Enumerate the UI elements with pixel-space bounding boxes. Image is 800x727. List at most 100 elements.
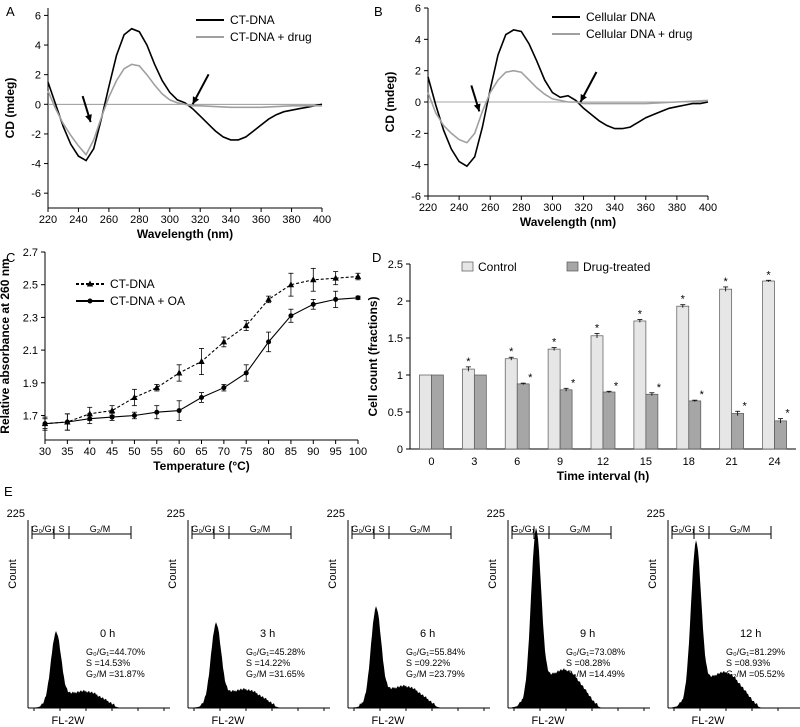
arrow-head — [85, 114, 92, 123]
gate-label-s: S — [378, 524, 384, 534]
x-tick-label: 90 — [307, 446, 319, 458]
series-line-1 — [427, 69, 709, 144]
gate-label-g2m: G₂/M — [410, 524, 431, 534]
x-tick-label: 360 — [252, 214, 270, 226]
panel-d-cell-count-bars: 0 0.5 1 1.5 2 2.5 0 3 * 6 * * 9 * * 12 * * 15 * * 18 * * 21 * * 24 *… — [366, 259, 796, 483]
legend-swatch — [461, 261, 474, 272]
significance-star: * — [724, 276, 729, 288]
panel-letter-b: B — [374, 4, 383, 19]
x-tick-label: 45 — [106, 446, 118, 458]
hist-x-label: FL-2W — [372, 715, 406, 727]
x-tick-label: 220 — [39, 214, 57, 226]
legend-swatch — [566, 261, 579, 272]
hist-time-label: 0 h — [100, 628, 115, 640]
x-tick-label: 340 — [221, 214, 239, 226]
gate-label-g2m: G₂/M — [90, 524, 111, 534]
significance-star: * — [528, 372, 533, 384]
gate-label-g2m: G₂/M — [570, 524, 591, 534]
data-point-circle — [221, 385, 227, 391]
x-tick-label: 380 — [668, 202, 686, 214]
bar-control — [719, 288, 733, 450]
data-point-circle — [310, 301, 316, 307]
y-axis-title: CD (mdeg) — [383, 72, 397, 133]
bar-drug — [559, 389, 573, 450]
x-tick-label: 15 — [640, 456, 652, 468]
hist-stat-g0g1: G₀/G₁=55.84% — [406, 647, 465, 657]
x-axis-title: Wavelength (nm) — [520, 215, 616, 229]
hist-ymax-label: 225 — [167, 508, 185, 520]
hist-count-label: Count — [327, 559, 339, 588]
data-point-circle — [176, 408, 182, 414]
x-tick-label: 6 — [514, 456, 520, 468]
hist-stat-g2m: G₂/M =23.79% — [406, 669, 465, 679]
hist-ymax-label: 225 — [7, 508, 25, 520]
data-point-triangle — [131, 393, 138, 400]
y-tick-label: 4 — [415, 34, 421, 46]
y-tick-label: 1.9 — [23, 378, 38, 390]
series-line-0 — [47, 27, 323, 162]
data-point-triangle — [198, 358, 205, 365]
panel-letter-e: E — [4, 484, 13, 499]
y-tick-label: 2.7 — [23, 247, 38, 259]
x-tick-label: 40 — [84, 446, 96, 458]
x-tick-label: 300 — [543, 202, 561, 214]
hist-stat-s: S =08.93% — [726, 658, 770, 668]
hist-ymax-label: 225 — [327, 508, 345, 520]
x-tick-label: 80 — [262, 446, 274, 458]
x-tick-label: 21 — [726, 456, 738, 468]
y-tick-label: 2.5 — [388, 259, 403, 271]
hist-stat-g2m: G₂/M =05.52% — [726, 669, 785, 679]
data-point-triangle — [287, 281, 295, 288]
data-point-circle — [42, 421, 48, 427]
y-tick-label: -4 — [31, 159, 41, 171]
x-tick-label: 35 — [61, 446, 73, 458]
y-tick-label: 1.7 — [23, 410, 38, 422]
hist-ymax-label: 225 — [487, 508, 505, 520]
bar-control — [419, 374, 432, 450]
bar-drug — [602, 391, 616, 450]
hist-stat-s: S =09.22% — [406, 658, 450, 668]
x-tick-label: 400 — [313, 214, 331, 226]
significance-star: * — [466, 356, 471, 368]
bar-drug — [431, 374, 444, 450]
significance-star: * — [681, 294, 686, 306]
y-tick-label: 2 — [415, 66, 421, 78]
x-tick-label: 320 — [574, 202, 592, 214]
x-tick-label: 280 — [512, 202, 530, 214]
hist-stat-g0g1: G₀/G₁=44.70% — [86, 647, 145, 657]
series-line-1 — [47, 63, 322, 157]
bar-control — [633, 320, 647, 450]
legend-label: Cellular DNA + drug — [586, 27, 692, 41]
data-point-circle — [64, 419, 70, 425]
bar-drug — [516, 383, 530, 450]
x-tick-label: 0 — [428, 456, 434, 468]
y-tick-label: -2 — [411, 128, 421, 140]
y-axis-title: Cell count (fractions) — [366, 296, 380, 416]
gate-label-s: S — [218, 524, 224, 534]
y-tick-label: 0 — [35, 99, 41, 111]
hist-stat-g2m: G₂/M =31.65% — [246, 669, 305, 679]
data-point-circle — [243, 370, 249, 376]
histogram-area — [192, 622, 322, 708]
legend-marker — [86, 280, 94, 287]
x-tick-label: 60 — [173, 446, 185, 458]
hist-x-label: FL-2W — [52, 715, 86, 727]
legend-label: CT-DNA — [110, 277, 155, 291]
hist-x-label: FL-2W — [212, 715, 246, 727]
y-tick-label: 2.3 — [23, 312, 38, 324]
bar-control — [461, 368, 475, 450]
legend-label: Control — [478, 260, 517, 274]
x-tick-label: 220 — [419, 202, 437, 214]
hist-stat-s: S =14.53% — [86, 658, 130, 668]
significance-star: * — [700, 389, 705, 401]
data-point-circle — [199, 394, 204, 400]
y-tick-label: 6 — [415, 3, 421, 15]
significance-star: * — [509, 346, 514, 358]
y-tick-label: 2 — [397, 296, 403, 308]
significance-star: * — [571, 377, 576, 389]
x-tick-label: 360 — [637, 202, 655, 214]
legend-label: CT-DNA + drug — [230, 30, 312, 44]
hist-count-label: Count — [167, 559, 179, 588]
